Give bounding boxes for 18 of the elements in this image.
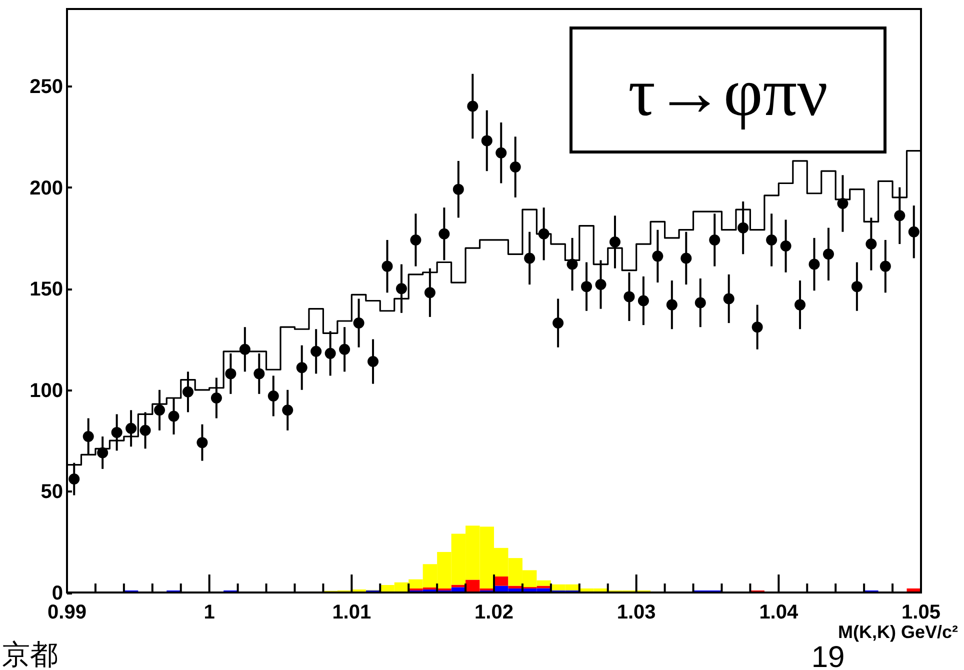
y-tick-label: 250 (30, 76, 63, 98)
label-box: τ→φπν (570, 26, 886, 154)
x-tick-label: 1.05 (902, 602, 940, 624)
y-tick-label: 0 (52, 582, 63, 604)
y-tick-label: 100 (30, 380, 63, 402)
x-tick-label: 1.03 (616, 602, 656, 624)
text: 19 (811, 641, 845, 670)
x-axis-title: M(K,K) GeV/c² (838, 622, 958, 642)
annotation: τ→φπν (628, 54, 828, 130)
text: 京都 (2, 638, 58, 670)
y-tick-label: 200 (30, 177, 63, 200)
y-tick-label: 150 (30, 278, 63, 301)
x-tick-label: 1.01 (332, 602, 372, 624)
x-tick-label: 1 (204, 602, 215, 624)
x-tick-label: 1.04 (759, 602, 799, 624)
x-tick-label: 0.99 (48, 602, 86, 624)
y-tick-label: 50 (40, 481, 63, 504)
x-tick-label: 1.02 (474, 602, 514, 624)
